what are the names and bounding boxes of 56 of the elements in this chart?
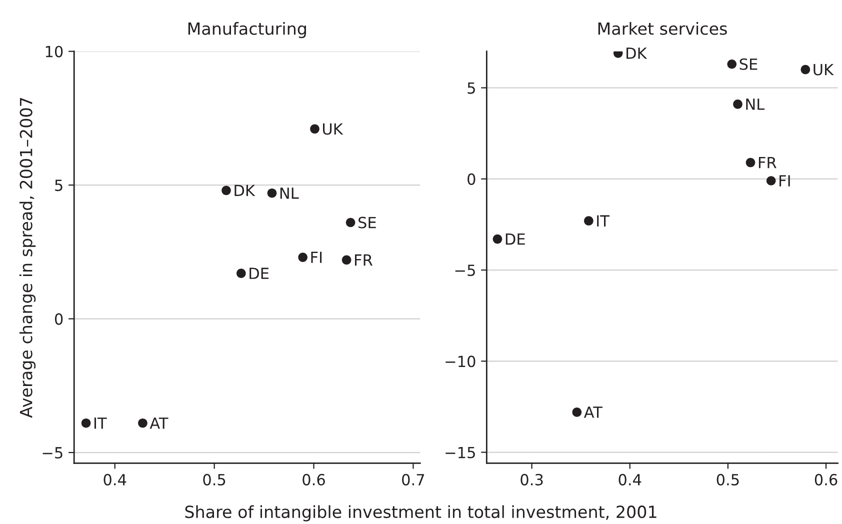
annotation: FI [780, 175, 790, 186]
annotation: FR [355, 254, 372, 266]
annotation: DK [626, 48, 648, 59]
annotation: SE [358, 216, 376, 228]
annotation: AT [584, 406, 602, 418]
annotation: IT [94, 418, 107, 429]
x-tick-label: 0.5 [716, 474, 739, 486]
annotation: NL [280, 188, 299, 199]
point [342, 255, 352, 265]
annotation: DE [506, 234, 525, 245]
y-tick-label: 0 [468, 173, 476, 185]
y-tick-label: 5 [55, 180, 62, 192]
x-axis-title: Share of intangible investment in total investment, 2001 [185, 505, 656, 522]
point [766, 176, 776, 186]
x-tick-label: 0.5 [203, 474, 226, 486]
annotation: DE [250, 268, 269, 279]
x-tick-label: 0.3 [520, 474, 543, 486]
point [492, 234, 502, 244]
y-tick-label: −5 [455, 264, 475, 276]
point [572, 408, 582, 417]
x-tick-label: 0.4 [104, 474, 126, 486]
annotation: AT [150, 418, 168, 429]
y-tick-label: −10 [446, 356, 476, 368]
x-tick-label: 0.4 [618, 474, 642, 486]
point [800, 64, 810, 74]
y-tick-label: 0 [54, 313, 63, 325]
y-tick-label: −15 [446, 446, 475, 458]
annotation: FI [311, 252, 322, 263]
point [733, 100, 742, 109]
x-tick-label: 0.6 [814, 474, 838, 486]
annotation: FR [758, 156, 776, 168]
point [267, 188, 277, 198]
chart-title: Market services [598, 22, 727, 35]
annotation: UK [814, 64, 834, 76]
point [298, 252, 308, 262]
point [727, 59, 737, 69]
y-tick-label: 10 [46, 46, 63, 58]
annotation: DK [234, 184, 256, 196]
annotation: IT [597, 215, 610, 226]
point [138, 418, 148, 428]
point [584, 216, 594, 226]
point [310, 124, 320, 134]
chart-title: Manufacturing [188, 22, 306, 38]
point [236, 268, 246, 278]
x-tick-label: 0.7 [402, 474, 424, 486]
annotation: UK [323, 123, 344, 135]
point [746, 158, 756, 168]
y-axis-title: Average change in spread, 2001–2007 [19, 98, 36, 418]
x-tick-label: 0.6 [302, 474, 325, 486]
annotation: NL [746, 98, 765, 110]
y-tick-label: 5 [468, 82, 475, 94]
point [81, 418, 91, 428]
point [346, 218, 356, 228]
point [222, 186, 231, 196]
y-tick-label: −5 [42, 447, 62, 459]
annotation: SE [740, 58, 758, 70]
